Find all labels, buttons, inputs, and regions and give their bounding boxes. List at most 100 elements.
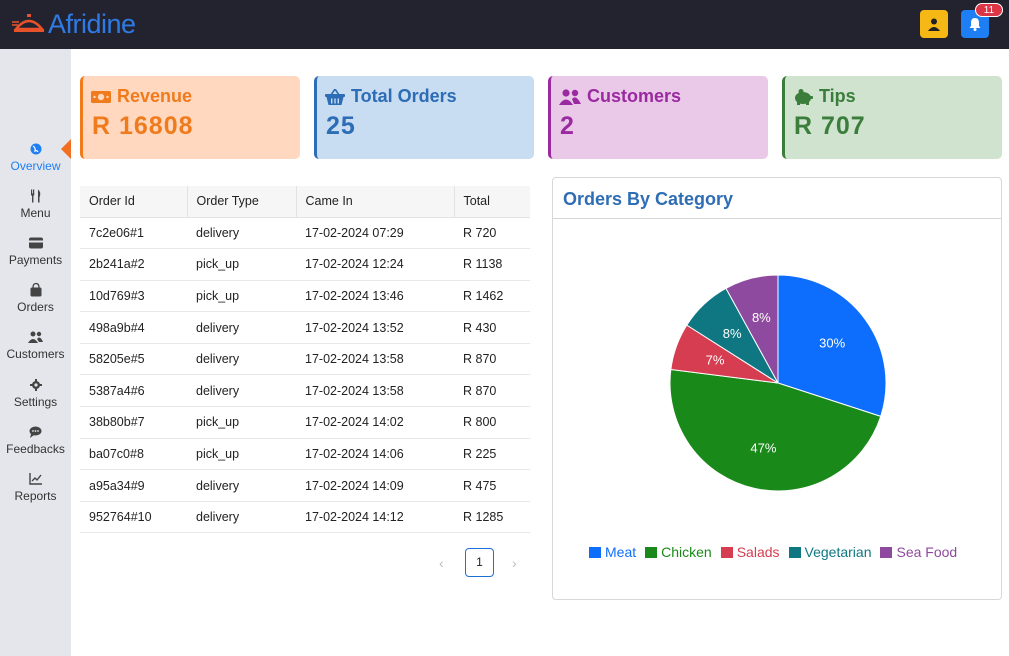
cell-total: R 870 — [454, 343, 530, 376]
money-icon — [91, 90, 111, 103]
legend-label: Salads — [736, 544, 780, 560]
cell-came-in: 17-02-2024 13:52 — [296, 311, 454, 344]
card-title: Customers — [559, 86, 681, 107]
sidebar-item-label: Reports — [14, 489, 57, 503]
utensils-icon — [30, 189, 40, 203]
active-indicator — [61, 139, 71, 159]
cell-order-id: 2b241a#2 — [80, 248, 187, 281]
comments-icon — [29, 426, 42, 438]
user-button[interactable] — [920, 10, 948, 38]
cell-came-in: 17-02-2024 12:24 — [296, 248, 454, 281]
next-page-button[interactable]: › — [512, 555, 517, 571]
sidebar-item-menu[interactable]: Menu — [0, 188, 71, 228]
cell-total: R 475 — [454, 469, 530, 502]
cell-order-id: 5387a4#6 — [80, 374, 187, 408]
chart-legend: Meat Chicken Salads Vegetarian Sea Food — [589, 544, 966, 560]
column-header-order-id[interactable]: Order Id — [80, 186, 187, 218]
total-orders-card: Total Orders 25 — [314, 76, 534, 159]
table-row[interactable]: 2b241a#2 pick_up 17-02-2024 12:24 R 1138 — [80, 248, 530, 281]
cell-order-type: pick_up — [187, 248, 296, 281]
sidebar-item-label: Overview — [10, 159, 61, 173]
cell-order-type: delivery — [187, 374, 296, 408]
sidebar-item-overview[interactable]: Overview — [0, 141, 71, 181]
legend-swatch — [880, 546, 893, 558]
cell-order-id: 58205e#5 — [80, 343, 187, 376]
sidebar-item-orders[interactable]: Orders — [0, 282, 71, 322]
table-row[interactable]: 5387a4#6 delivery 17-02-2024 13:58 R 870 — [80, 374, 530, 408]
pie-slice-label: 30% — [819, 336, 845, 351]
table-header-row: Order Id Order Type Came In Total — [80, 186, 530, 218]
table-row[interactable]: 498a9b#4 delivery 17-02-2024 13:52 R 430 — [80, 311, 530, 344]
pie-slice-sea-food[interactable] — [725, 274, 779, 384]
credit-card-icon — [28, 237, 43, 249]
revenue-card: Revenue R 16808 — [80, 76, 300, 159]
card-title: Total Orders — [325, 86, 457, 107]
logo-text: Afridine — [48, 8, 136, 39]
orders-table: Order Id Order Type Came In Total 7c2e06… — [80, 186, 530, 534]
legend-item-sea-food[interactable]: Sea Food — [880, 544, 957, 560]
legend-swatch — [720, 546, 733, 558]
column-header-total[interactable]: Total — [453, 186, 530, 218]
legend-item-chicken[interactable]: Chicken — [645, 544, 712, 560]
column-header-order-type[interactable]: Order Type — [186, 186, 296, 218]
legend-label: Chicken — [661, 544, 712, 560]
cell-total: R 720 — [454, 217, 530, 250]
line-chart-icon — [29, 473, 42, 485]
sidebar-item-settings[interactable]: Settings — [0, 377, 71, 417]
card-title-text: Customers — [587, 86, 682, 106]
page-1-button[interactable]: 1 — [465, 548, 494, 577]
sidebar-item-label: Settings — [13, 395, 58, 409]
legend-swatch — [788, 546, 801, 558]
cell-came-in: 17-02-2024 13:46 — [296, 280, 454, 313]
card-title-text: Total Orders — [351, 86, 457, 106]
cell-order-type: pick_up — [187, 406, 296, 439]
chart-title: Orders By Category — [563, 189, 734, 209]
pie-slice-label: 7% — [706, 352, 725, 367]
cell-came-in: 17-02-2024 14:09 — [296, 469, 454, 502]
table-row[interactable]: 38b80b#7 pick_up 17-02-2024 14:02 R 800 — [80, 406, 530, 439]
column-header-came-in[interactable]: Came In — [295, 186, 454, 218]
card-title: Tips — [793, 86, 856, 107]
sidebar-item-feedbacks[interactable]: Feedbacks — [0, 424, 71, 464]
sidebar-item-label: Payments — [8, 253, 63, 267]
orders-by-category-panel: Orders By Category 30% 47% 7% 8% 8% Meat Chic… — [552, 177, 1002, 600]
pie-chart: 30% 47% 7% 8% 8% — [669, 274, 887, 492]
sidebar-item-label: Feedbacks — [6, 442, 65, 456]
table-row[interactable]: 10d769#3 pick_up 17-02-2024 13:46 R 1462 — [80, 280, 530, 313]
cell-order-id: 38b80b#7 — [80, 406, 187, 439]
table-row[interactable]: ba07c0#8 pick_up 17-02-2024 14:06 R 225 — [80, 438, 530, 471]
users-icon — [559, 88, 581, 105]
sidebar-item-customers[interactable]: Customers — [0, 329, 71, 369]
logo[interactable]: Afridine — [12, 8, 136, 40]
cell-total: R 870 — [454, 374, 530, 408]
legend-item-salads[interactable]: Salads — [720, 544, 780, 560]
card-value: 25 — [326, 112, 356, 140]
legend-swatch — [589, 546, 601, 558]
sidebar-item-reports[interactable]: Reports — [0, 471, 71, 511]
prev-page-button[interactable]: ‹ — [439, 555, 444, 571]
table-row[interactable]: 952764#10 delivery 17-02-2024 14:12 R 1285 — [80, 501, 530, 534]
cell-order-id: a95a34#9 — [80, 469, 187, 502]
pie-slice-meat[interactable] — [777, 274, 887, 418]
legend-item-meat[interactable]: Meat — [589, 544, 636, 560]
cell-total: R 430 — [454, 311, 530, 344]
table-row[interactable]: 7c2e06#1 delivery 17-02-2024 07:29 R 720 — [80, 217, 530, 250]
table-row[interactable]: a95a34#9 delivery 17-02-2024 14:09 R 475 — [80, 469, 530, 502]
pie-slice-chicken[interactable] — [669, 368, 882, 492]
cell-came-in: 17-02-2024 14:02 — [296, 406, 454, 439]
sidebar-item-payments[interactable]: Payments — [0, 235, 71, 275]
cell-total: R 800 — [454, 406, 530, 439]
sidebar: Overview Menu Payments Orders Customers — [0, 49, 71, 656]
sidebar-item-label: Menu — [20, 206, 51, 220]
table-row[interactable]: 58205e#5 delivery 17-02-2024 13:58 R 870 — [80, 343, 530, 376]
tips-card: Tips R 707 — [782, 76, 1002, 159]
customers-card: Customers 2 — [548, 76, 768, 159]
card-value: 2 — [560, 112, 575, 140]
shopping-bag-icon — [30, 282, 41, 297]
legend-item-vegetarian[interactable]: Vegetarian — [788, 544, 872, 560]
legend-label: Vegetarian — [804, 544, 872, 560]
sidebar-item-label: Orders — [17, 300, 54, 314]
card-title-text: Tips — [819, 86, 856, 106]
card-value: R 16808 — [92, 112, 194, 140]
cell-total: R 1462 — [454, 280, 530, 313]
